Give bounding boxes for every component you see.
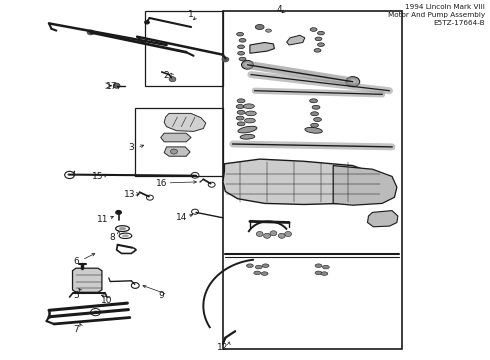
Text: 5: 5: [73, 291, 79, 300]
Circle shape: [256, 231, 263, 237]
Ellipse shape: [322, 265, 329, 269]
Ellipse shape: [318, 43, 324, 46]
Ellipse shape: [236, 104, 244, 109]
Circle shape: [270, 231, 277, 236]
Ellipse shape: [310, 99, 318, 103]
Ellipse shape: [240, 134, 255, 139]
Text: 1994 Lincoln Mark VIII
Motor And Pump Assembly
E5TZ-17664-B: 1994 Lincoln Mark VIII Motor And Pump As…: [388, 4, 485, 26]
Text: 14: 14: [175, 213, 187, 222]
Circle shape: [113, 83, 120, 88]
Ellipse shape: [238, 51, 245, 55]
Ellipse shape: [238, 126, 257, 133]
Ellipse shape: [238, 45, 245, 49]
Ellipse shape: [119, 227, 126, 230]
Ellipse shape: [239, 57, 246, 61]
Ellipse shape: [314, 49, 321, 52]
Ellipse shape: [239, 39, 246, 42]
Polygon shape: [161, 133, 191, 142]
Ellipse shape: [261, 272, 268, 275]
Ellipse shape: [237, 32, 244, 36]
Polygon shape: [73, 268, 102, 292]
Text: 10: 10: [101, 296, 113, 305]
Polygon shape: [164, 147, 190, 156]
Bar: [223, 11, 402, 349]
Polygon shape: [223, 159, 382, 204]
Circle shape: [285, 231, 292, 237]
Ellipse shape: [237, 111, 245, 114]
Text: 13: 13: [124, 190, 136, 199]
Ellipse shape: [262, 264, 269, 267]
Circle shape: [93, 310, 98, 314]
Circle shape: [264, 233, 270, 238]
Ellipse shape: [321, 272, 328, 275]
Text: 12: 12: [217, 343, 229, 352]
Text: 15: 15: [92, 172, 104, 181]
Polygon shape: [333, 166, 397, 205]
Polygon shape: [250, 42, 274, 53]
Circle shape: [245, 63, 250, 67]
Bar: [145, 11, 223, 86]
Ellipse shape: [315, 271, 322, 275]
Circle shape: [115, 210, 122, 215]
Ellipse shape: [255, 24, 264, 30]
Ellipse shape: [315, 264, 322, 267]
Circle shape: [171, 149, 177, 154]
Ellipse shape: [246, 264, 253, 267]
Text: 2: 2: [164, 71, 170, 80]
Circle shape: [346, 77, 360, 87]
Ellipse shape: [311, 112, 319, 116]
Circle shape: [349, 79, 356, 84]
Polygon shape: [164, 113, 206, 131]
Polygon shape: [287, 35, 305, 45]
Ellipse shape: [255, 265, 262, 269]
Text: 9: 9: [159, 292, 165, 300]
Ellipse shape: [237, 122, 245, 126]
Text: 1: 1: [188, 10, 194, 19]
Circle shape: [169, 77, 176, 82]
Ellipse shape: [266, 29, 271, 32]
Text: 11: 11: [97, 215, 109, 224]
Text: 3: 3: [128, 143, 134, 152]
Ellipse shape: [237, 99, 245, 103]
Circle shape: [91, 309, 100, 316]
Text: 8: 8: [110, 233, 116, 242]
Ellipse shape: [244, 104, 254, 109]
Ellipse shape: [314, 117, 321, 122]
Ellipse shape: [122, 234, 129, 237]
Text: 7: 7: [73, 325, 79, 334]
Ellipse shape: [245, 111, 256, 116]
Ellipse shape: [236, 116, 244, 120]
Ellipse shape: [312, 105, 320, 109]
Ellipse shape: [315, 37, 322, 41]
Ellipse shape: [318, 31, 324, 35]
Ellipse shape: [310, 28, 317, 31]
Circle shape: [278, 233, 285, 238]
Bar: [135, 108, 223, 176]
Ellipse shape: [311, 123, 319, 127]
Text: 4: 4: [276, 4, 282, 13]
Ellipse shape: [254, 271, 261, 275]
Circle shape: [221, 57, 229, 62]
Circle shape: [242, 60, 253, 69]
Ellipse shape: [245, 118, 255, 123]
Text: 17: 17: [106, 82, 118, 91]
Circle shape: [144, 20, 150, 24]
Polygon shape: [368, 211, 398, 227]
Text: 16: 16: [156, 179, 168, 188]
Ellipse shape: [305, 127, 322, 133]
Circle shape: [87, 30, 95, 35]
Text: 6: 6: [73, 256, 79, 265]
